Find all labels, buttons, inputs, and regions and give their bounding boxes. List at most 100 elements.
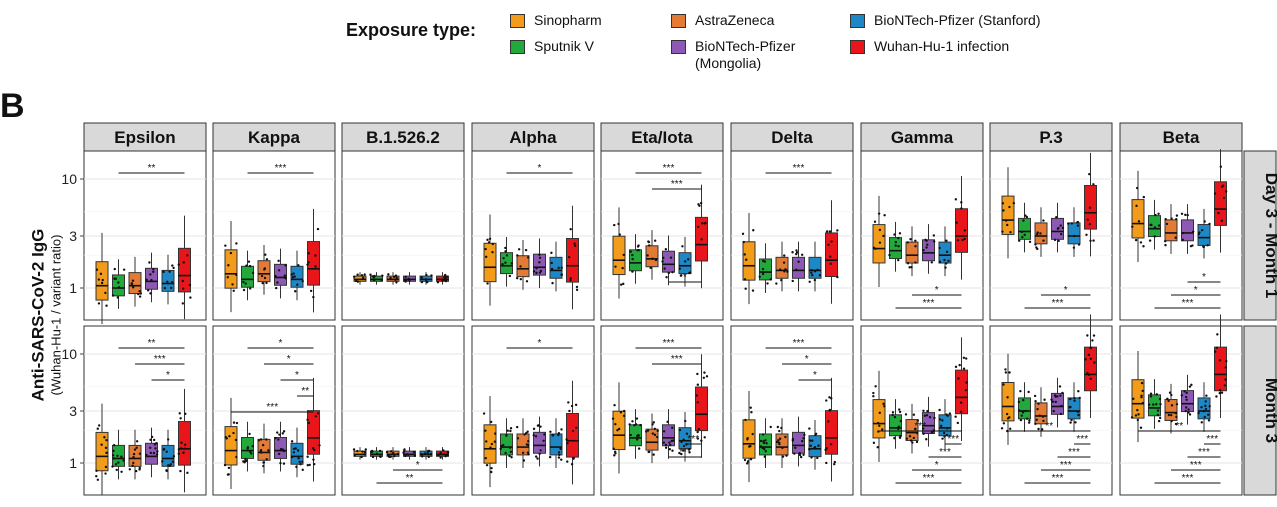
data-point bbox=[1181, 231, 1185, 235]
data-point bbox=[565, 438, 568, 441]
data-point bbox=[128, 468, 132, 471]
data-point bbox=[150, 278, 153, 282]
data-point bbox=[404, 454, 407, 458]
data-point bbox=[1218, 359, 1222, 362]
data-point bbox=[543, 433, 546, 436]
data-point bbox=[267, 449, 270, 452]
data-point bbox=[1017, 400, 1021, 404]
data-point bbox=[881, 428, 884, 431]
y-tick-label: 3 bbox=[69, 228, 77, 244]
box bbox=[549, 256, 563, 279]
data-point bbox=[1169, 413, 1173, 417]
y-tick-label: 3 bbox=[69, 403, 77, 419]
data-point bbox=[573, 244, 577, 248]
data-point bbox=[1187, 408, 1190, 411]
data-point bbox=[1037, 427, 1040, 431]
data-point bbox=[235, 455, 238, 459]
data-point bbox=[135, 469, 138, 473]
data-point bbox=[426, 280, 429, 284]
data-point bbox=[485, 440, 488, 443]
significance-label: *** bbox=[154, 354, 166, 365]
legend-swatch bbox=[510, 14, 525, 28]
significance-label: *** bbox=[1052, 473, 1064, 484]
data-point bbox=[1019, 389, 1022, 393]
legend: Exposure type: Sinopharm Sputnik V Astra… bbox=[0, 0, 1277, 80]
data-point bbox=[828, 408, 832, 412]
data-point bbox=[510, 262, 514, 265]
data-point bbox=[437, 454, 440, 457]
data-point bbox=[893, 233, 896, 236]
data-point bbox=[1181, 238, 1184, 242]
data-point bbox=[664, 446, 668, 449]
data-point bbox=[1203, 415, 1206, 419]
data-point bbox=[749, 458, 753, 461]
data-point bbox=[284, 264, 287, 267]
data-point bbox=[924, 238, 927, 242]
data-point bbox=[1157, 212, 1160, 215]
data-point bbox=[150, 435, 154, 439]
data-point bbox=[535, 271, 538, 275]
data-point bbox=[1158, 397, 1162, 401]
data-point bbox=[877, 430, 880, 433]
data-point bbox=[911, 441, 914, 444]
data-point bbox=[752, 229, 755, 232]
data-point bbox=[798, 453, 802, 457]
data-point bbox=[538, 253, 541, 256]
data-point bbox=[526, 430, 529, 433]
data-point bbox=[226, 276, 229, 279]
data-point bbox=[933, 416, 936, 420]
data-point bbox=[246, 447, 249, 450]
data-point bbox=[1040, 428, 1044, 431]
data-point bbox=[290, 440, 294, 443]
data-point bbox=[898, 232, 902, 235]
data-point bbox=[906, 262, 910, 265]
data-point bbox=[1076, 410, 1079, 413]
data-point bbox=[765, 442, 768, 445]
data-point bbox=[701, 222, 704, 225]
box bbox=[1164, 399, 1178, 421]
data-point bbox=[1215, 346, 1219, 350]
strip-header bbox=[341, 122, 465, 152]
data-point bbox=[893, 415, 897, 419]
data-point bbox=[369, 273, 372, 276]
data-point bbox=[282, 462, 286, 465]
data-point bbox=[427, 455, 430, 459]
data-point bbox=[830, 397, 833, 400]
box bbox=[500, 433, 513, 456]
data-point bbox=[872, 394, 875, 398]
data-point bbox=[780, 426, 783, 430]
box bbox=[872, 224, 886, 264]
data-point bbox=[652, 453, 655, 456]
data-point bbox=[353, 454, 356, 457]
box bbox=[1197, 397, 1211, 420]
data-point bbox=[277, 269, 281, 272]
data-point bbox=[1184, 409, 1187, 413]
data-point bbox=[429, 452, 433, 456]
data-point bbox=[1157, 224, 1161, 227]
data-point bbox=[100, 443, 103, 446]
data-point bbox=[361, 450, 364, 453]
data-point bbox=[882, 402, 885, 406]
data-point bbox=[264, 253, 267, 256]
row-strip bbox=[1243, 150, 1277, 321]
data-point bbox=[532, 427, 536, 431]
data-point bbox=[932, 234, 936, 237]
data-point bbox=[172, 455, 176, 458]
data-point bbox=[490, 420, 493, 424]
data-point bbox=[295, 465, 298, 469]
box bbox=[483, 424, 497, 464]
data-point bbox=[922, 432, 925, 435]
data-point bbox=[509, 429, 512, 433]
legend-label: BioNTech-Pfizer (Mongolia) bbox=[695, 38, 796, 71]
data-point bbox=[96, 427, 99, 430]
data-point bbox=[942, 431, 946, 435]
data-point bbox=[363, 450, 367, 454]
data-point bbox=[1022, 219, 1025, 222]
data-point bbox=[1036, 407, 1039, 411]
data-point bbox=[1057, 239, 1060, 243]
data-point bbox=[876, 446, 879, 449]
data-point bbox=[550, 251, 553, 255]
data-point bbox=[307, 421, 311, 425]
data-point bbox=[830, 240, 833, 243]
significance-label: * bbox=[416, 460, 420, 471]
